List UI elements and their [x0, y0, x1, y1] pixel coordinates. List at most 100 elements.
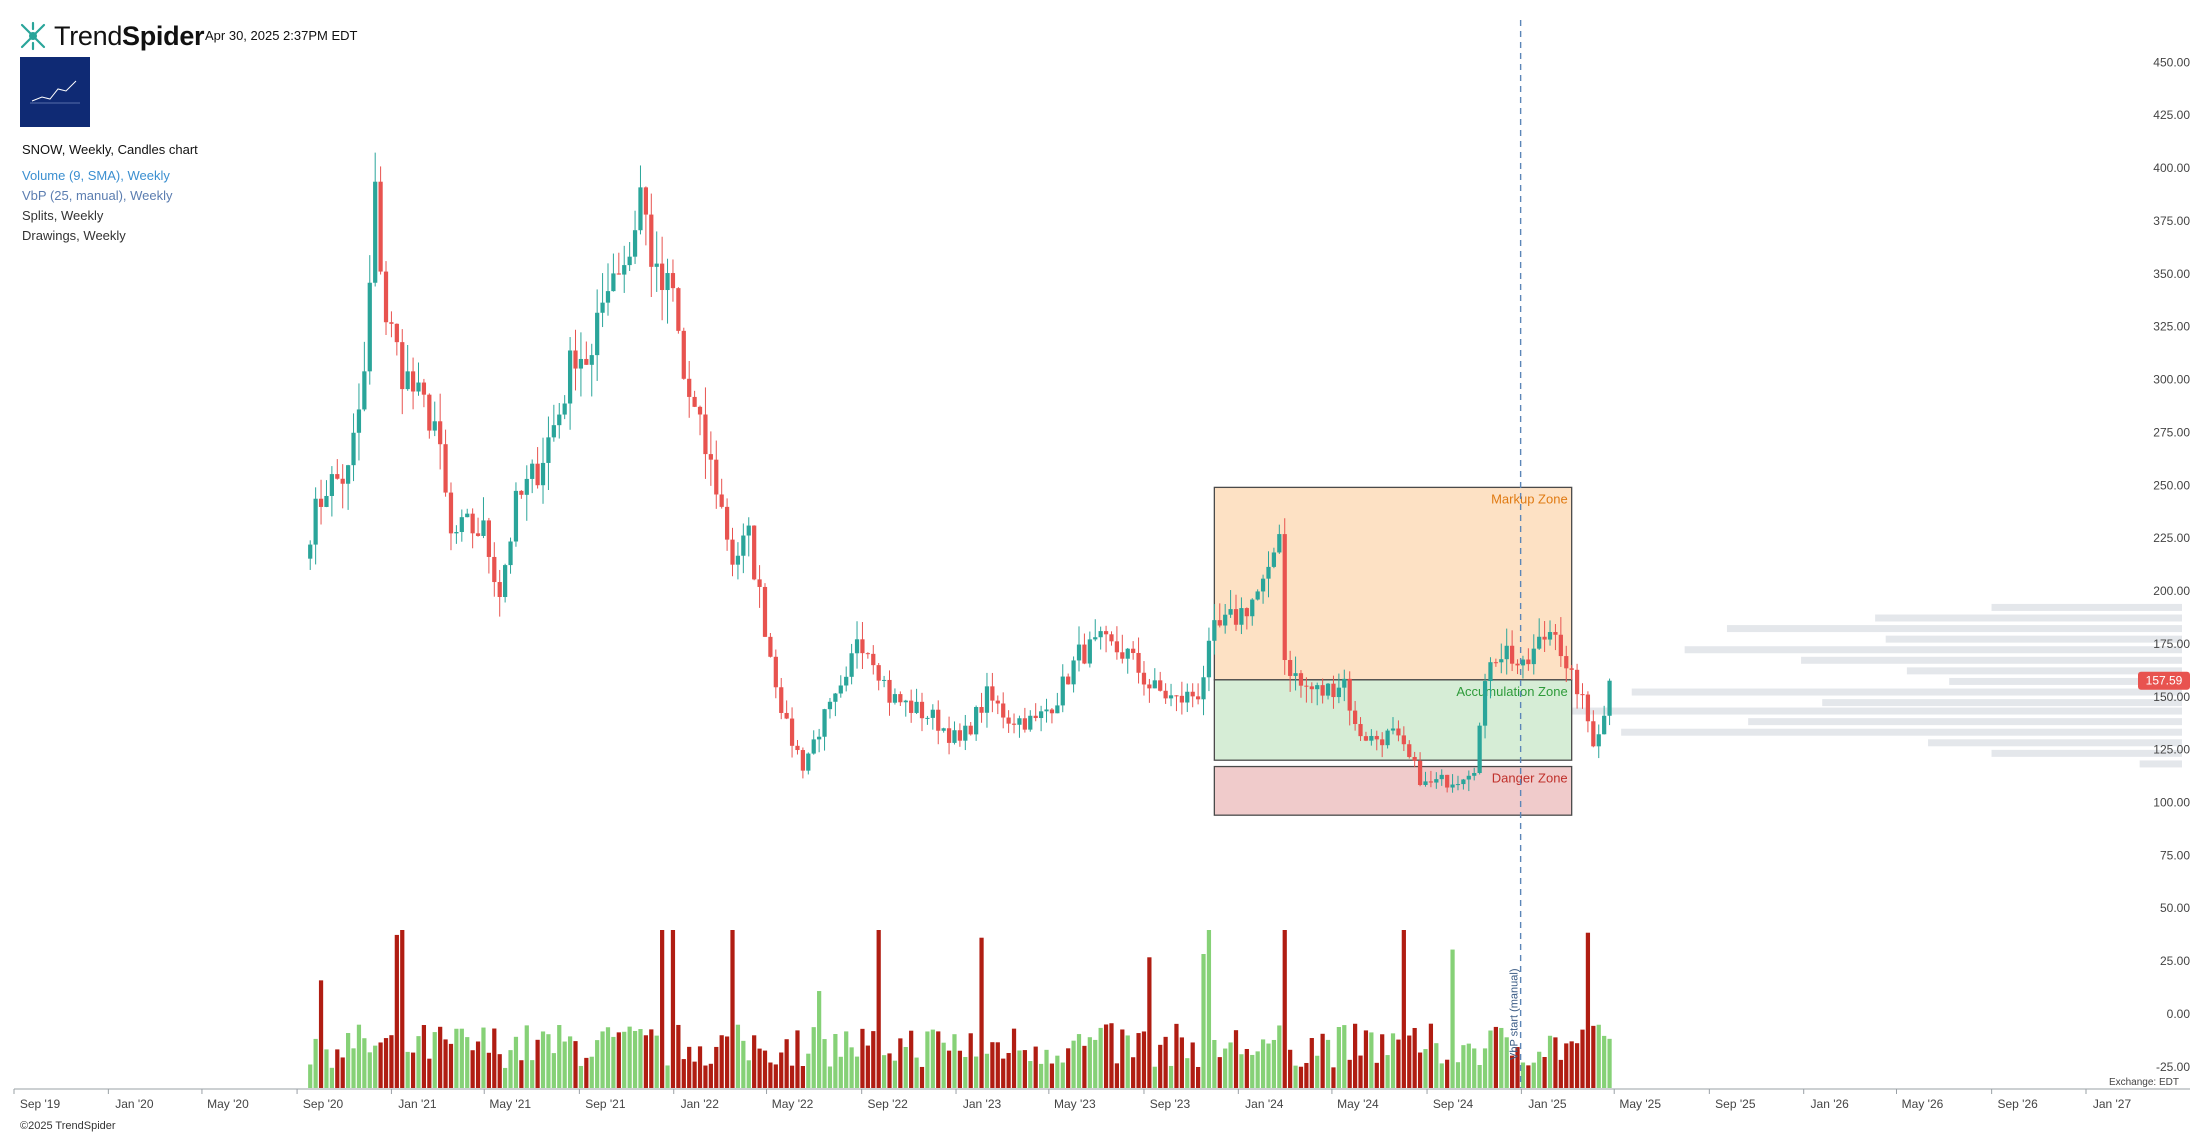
vbp-bar — [1748, 718, 2182, 726]
candle-body — [1488, 662, 1493, 682]
volume-bar — [730, 930, 735, 1088]
volume-by-price-profile — [1547, 603, 2182, 768]
candle-body — [946, 728, 952, 743]
volume-bar — [1028, 1061, 1033, 1088]
y-tick-label: 325.00 — [2153, 320, 2190, 334]
candle-body — [1499, 659, 1504, 663]
volume-bar — [465, 1037, 470, 1088]
candle-body — [936, 709, 941, 731]
volume-bar — [1423, 1049, 1428, 1088]
volume-bar — [1331, 1067, 1336, 1088]
candle-body — [567, 350, 573, 404]
candle-body — [1282, 534, 1287, 661]
volume-bars — [308, 930, 1612, 1088]
volume-bar — [1158, 1044, 1163, 1088]
volume-bar — [605, 1027, 611, 1088]
x-tick-label: Sep '25 — [1715, 1097, 1756, 1111]
candle-body — [903, 700, 908, 703]
candle-body — [1315, 685, 1320, 690]
candle-body — [1071, 660, 1076, 685]
legend-chart-title[interactable]: SNOW, Weekly, Candles chart — [22, 142, 198, 157]
volume-bar — [1093, 1039, 1098, 1088]
volume-bar — [329, 1067, 334, 1088]
danger-zone-box — [1213, 765, 1573, 816]
x-tick-label: May '26 — [1902, 1097, 1944, 1111]
candle-body — [1060, 676, 1065, 706]
candle-body — [389, 322, 394, 324]
volume-bar — [762, 1050, 768, 1088]
candle-body — [974, 707, 979, 735]
candle-body — [735, 555, 741, 565]
candle-body — [1298, 673, 1304, 686]
brand-logo[interactable]: Trend Spider — [18, 21, 205, 52]
candle-body — [313, 498, 318, 545]
volume-bar — [1461, 1045, 1466, 1088]
copyright-notice: ©2025 TrendSpider — [20, 1120, 116, 1132]
volume-bar — [1038, 1063, 1044, 1088]
volume-bar — [427, 1058, 432, 1088]
volume-bar — [1125, 1035, 1130, 1088]
candle-body — [497, 582, 502, 598]
volume-bar — [941, 1042, 946, 1088]
candle-body — [1320, 685, 1325, 696]
volume-bar — [513, 1036, 519, 1088]
candle-body — [833, 693, 838, 702]
candle-body — [611, 273, 616, 292]
candle-body — [1585, 694, 1591, 722]
volume-bar — [952, 1034, 957, 1088]
candle-body — [724, 506, 730, 540]
volume-bar — [595, 1040, 600, 1088]
volume-bar — [557, 1025, 562, 1088]
x-tick-label: Jan '27 — [2093, 1097, 2132, 1111]
volume-bar — [919, 1066, 925, 1088]
volume-bar — [871, 1031, 876, 1088]
volume-bar — [470, 1050, 475, 1088]
candle-body — [784, 712, 789, 719]
candle-body — [1477, 725, 1482, 773]
candle-body — [1472, 772, 1477, 776]
volume-bar — [400, 930, 405, 1088]
volume-bar — [1098, 1027, 1103, 1088]
volume-bar — [405, 1051, 410, 1088]
volume-bar — [638, 1029, 643, 1088]
candle-body — [1537, 636, 1542, 649]
volume-bar — [963, 1056, 968, 1088]
legend-splits[interactable]: Splits, Weekly — [22, 208, 104, 223]
vbp-bar — [1684, 646, 2182, 654]
x-tick-label: May '25 — [1619, 1097, 1661, 1111]
candle-body — [1401, 735, 1406, 745]
candle-body — [898, 694, 903, 703]
candle-body — [1228, 609, 1233, 615]
candle-body — [1531, 648, 1536, 665]
candle-body — [1239, 608, 1244, 625]
candle-body — [535, 463, 540, 486]
volume-bar — [1212, 1039, 1217, 1088]
candle-body — [746, 525, 751, 536]
symbol-thumbnail[interactable] — [20, 57, 90, 127]
volume-bar — [1320, 1033, 1325, 1088]
volume-bar — [773, 1064, 778, 1088]
candle-body — [1179, 695, 1184, 703]
volume-bar — [1401, 930, 1406, 1088]
x-tick-label: Jan '22 — [681, 1097, 720, 1111]
candle-body — [752, 525, 757, 580]
volume-bar — [356, 1024, 362, 1088]
volume-bar — [860, 1028, 865, 1088]
volume-bar — [789, 1065, 795, 1088]
candle-body — [925, 717, 930, 719]
candle-body — [649, 214, 654, 267]
legend-drawings[interactable]: Drawings, Weekly — [22, 228, 126, 243]
candle-body — [871, 653, 876, 666]
legend-vbp[interactable]: VbP (25, manual), Weekly — [22, 188, 173, 203]
volume-bar — [324, 1049, 329, 1088]
legend-volume[interactable]: Volume (9, SMA), Weekly — [22, 168, 170, 183]
volume-bar — [957, 1050, 963, 1088]
vbp-bar — [1991, 749, 2182, 757]
candle-body — [373, 181, 378, 283]
candle-body — [616, 273, 621, 275]
candle-body — [1244, 608, 1249, 617]
volume-bar — [1482, 1048, 1488, 1088]
zone-drawings[interactable]: Markup Zone Accumulation Zone Danger Zone — [1213, 486, 1573, 816]
vbp-bar — [2139, 760, 2182, 768]
